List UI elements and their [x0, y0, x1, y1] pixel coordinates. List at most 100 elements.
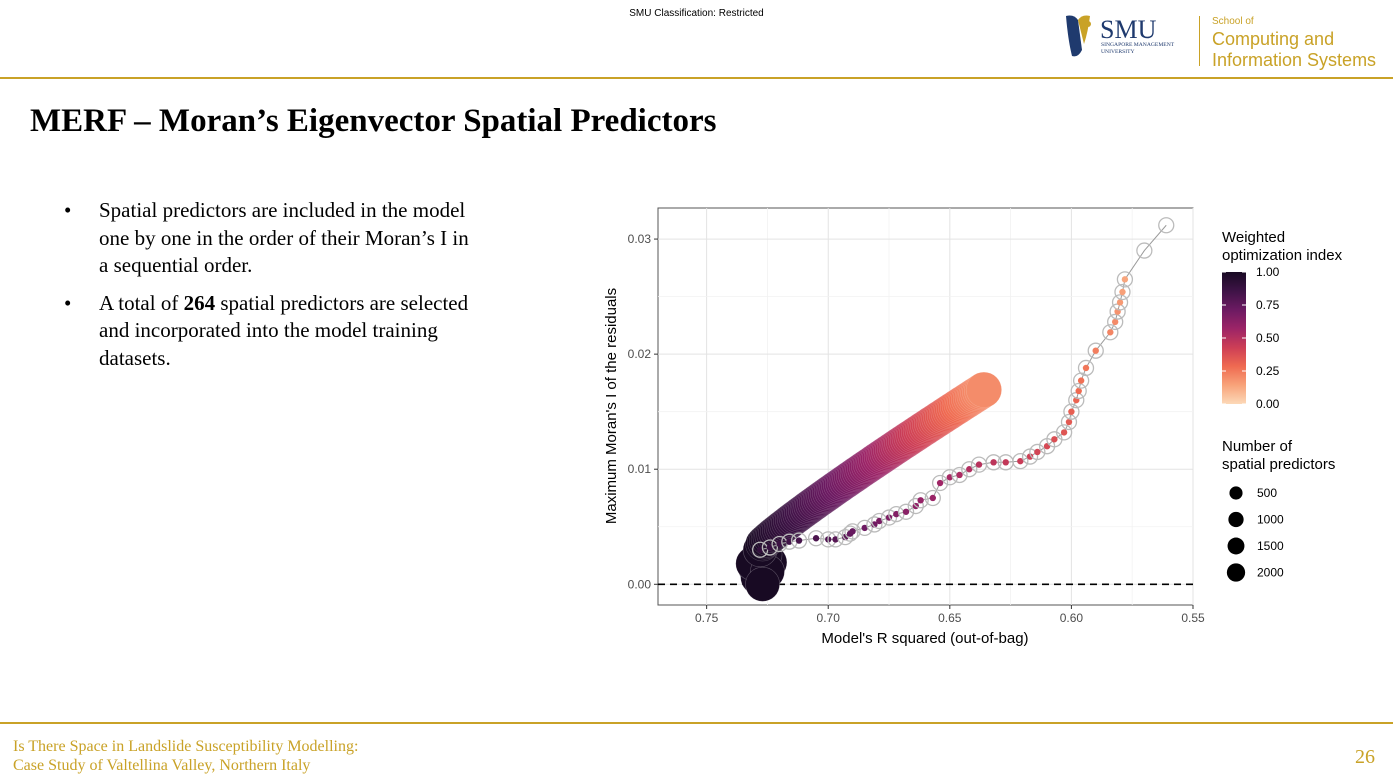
color-legend-title: optimization index: [1222, 247, 1343, 264]
size-legend-label: 1000: [1257, 513, 1284, 527]
footer-citation: Is There Space in Landslide Susceptibili…: [13, 737, 358, 775]
size-legend-key: [1229, 486, 1243, 500]
hollow-point: [1116, 271, 1134, 288]
hollow-point: [961, 461, 978, 478]
colored-point: [929, 494, 936, 502]
hollow-point: [1077, 359, 1095, 377]
colored-point: [795, 537, 803, 544]
colored-point: [1017, 457, 1024, 465]
bullet-text: Spatial predictors are included in the m…: [99, 198, 469, 277]
colored-point: [917, 497, 924, 504]
hollow-point: [807, 530, 825, 547]
colored-point: [956, 471, 963, 479]
size-legend-label: 2000: [1257, 566, 1284, 580]
hollow-point: [1060, 413, 1078, 431]
bullet-bold-value: 264: [183, 290, 216, 315]
hollow-point: [1111, 294, 1129, 311]
hollow-point: [1012, 453, 1029, 470]
smu-name-line1: SINGAPORE MANAGEMENT: [1101, 42, 1175, 48]
hollow-point: [871, 512, 888, 530]
colored-point: [1026, 453, 1034, 460]
colored-point: [1034, 448, 1041, 456]
hollow-point: [844, 523, 861, 540]
hollow-point: [1070, 382, 1087, 400]
colored-point: [832, 536, 839, 543]
colored-point: [1111, 318, 1119, 326]
bullet-item: • A total of 264 spatial predictors are s…: [62, 290, 482, 373]
colored-point: [990, 459, 997, 466]
hollow-point: [880, 509, 898, 526]
colored-point: [766, 544, 774, 551]
hollow-point: [1087, 342, 1104, 359]
colored-point: [1068, 408, 1075, 415]
hollow-point: [1107, 313, 1124, 331]
x-tick-label: 0.70: [817, 611, 841, 625]
y-tick-label: 0.00: [628, 577, 652, 591]
colored-point: [861, 524, 868, 532]
colored-point: [876, 517, 883, 525]
colored-point: [1065, 418, 1073, 426]
hollow-point: [761, 539, 779, 556]
x-tick-label: 0.55: [1181, 611, 1205, 625]
hollow-point: [907, 497, 924, 515]
school-name-line1: Computing and: [1212, 29, 1334, 49]
colored-point: [1082, 364, 1090, 372]
bullet-list: • Spatial predictors are included in the …: [62, 197, 482, 382]
hollow-point: [827, 531, 844, 548]
school-name-line2: Information Systems: [1212, 50, 1376, 70]
colored-point: [893, 510, 900, 518]
large-point: [965, 371, 1002, 408]
hollow-point: [1136, 242, 1153, 259]
hollow-point: [771, 535, 788, 553]
colored-point: [936, 479, 944, 487]
size-legend-key: [1227, 537, 1245, 555]
y-tick-label: 0.01: [628, 462, 652, 476]
axes: 0.75 0.70 0.65 0.60 0.55 0.00 0.01 0.02 0.03: [628, 232, 1205, 625]
hollow-point: [751, 541, 769, 558]
size-legend-label: 1500: [1257, 539, 1284, 553]
x-tick-label: 0.75: [695, 611, 719, 625]
colored-point: [776, 540, 783, 548]
chart: 0.75 0.70 0.65 0.60 0.55 0.00 0.01 0.02 0.03 Mod…: [595, 200, 1385, 660]
footer-line-2: Case Study of Valtellina Valley, Norther…: [13, 757, 311, 774]
hollow-point: [912, 492, 929, 509]
color-legend-label: 0.00: [1256, 397, 1280, 411]
x-axis-label: Model's R squared (out-of-bag): [821, 630, 1028, 647]
slide-title: MERF – Moran’s Eigenvector Spatial Predi…: [30, 103, 717, 139]
bullet-text: A total of: [99, 290, 184, 315]
bullet-text-cont: spatial predictors are selected and inco…: [99, 290, 469, 370]
hollow-point: [856, 519, 873, 537]
colored-point: [966, 466, 973, 473]
size-legend-title: Number of: [1222, 438, 1293, 455]
school-of-label: School of: [1212, 16, 1254, 27]
bullet-marker: •: [64, 198, 72, 222]
bullet-item: • Spatial predictors are included in the …: [62, 197, 482, 280]
smu-wordmark: SMU: [1100, 15, 1157, 44]
hollow-point: [1063, 403, 1080, 420]
color-legend-label: 1.00: [1256, 265, 1280, 279]
colored-point: [1119, 288, 1126, 296]
smu-name-line2: UNIVERSITY: [1101, 49, 1135, 55]
smu-logo: SMU SINGAPORE MANAGEMENT UNIVERSITY Scho…: [1066, 15, 1376, 70]
colored-point: [812, 535, 820, 542]
hollow-point: [941, 469, 958, 486]
y-axis-label: Maximum Moran's I of the residuals: [603, 288, 620, 524]
colored-point: [1060, 429, 1068, 436]
classification-label: SMU Classification: Restricted: [629, 8, 764, 19]
colored-point: [975, 461, 983, 468]
color-legend-title: Weighted: [1222, 229, 1285, 246]
colored-point: [871, 521, 878, 528]
scatter-chart: 0.75 0.70 0.65 0.60 0.55 0.00 0.01 0.02 0.03 Mod…: [603, 207, 1343, 647]
smu-shield-icon: [1066, 15, 1091, 57]
x-tick-label: 0.65: [938, 611, 962, 625]
footer-divider: [0, 722, 1393, 724]
bullet-marker: •: [64, 290, 72, 315]
footer-line-1: Is There Space in Landslide Susceptibili…: [13, 738, 359, 755]
hollow-point: [897, 503, 915, 520]
hollow-point: [924, 489, 941, 507]
large-points-layer: [735, 371, 1002, 602]
colored-point: [1077, 377, 1085, 384]
hollow-point: [1055, 424, 1073, 441]
size-legend-label: 500: [1257, 486, 1277, 500]
color-legend-label: 0.75: [1256, 298, 1280, 312]
